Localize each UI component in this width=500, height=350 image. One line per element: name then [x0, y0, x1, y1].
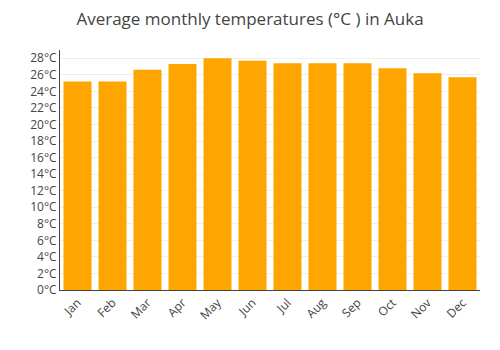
svg-text:6°C: 6°C	[37, 232, 57, 249]
svg-text:18°C: 18°C	[30, 132, 57, 149]
svg-text:2°C: 2°C	[37, 265, 57, 282]
svg-text:26°C: 26°C	[30, 66, 57, 83]
svg-text:8°C: 8°C	[37, 215, 57, 232]
svg-text:12°C: 12°C	[30, 182, 57, 199]
svg-text:20°C: 20°C	[30, 116, 57, 133]
svg-text:Mar: Mar	[127, 294, 155, 322]
svg-text:Jan: Jan	[60, 294, 85, 319]
svg-text:Jun: Jun	[234, 294, 259, 319]
svg-text:Jul: Jul	[272, 294, 294, 316]
svg-text:22°C: 22°C	[30, 99, 57, 116]
svg-text:Feb: Feb	[93, 294, 119, 320]
svg-text:4°C: 4°C	[37, 248, 57, 265]
svg-text:10°C: 10°C	[30, 198, 57, 215]
svg-text:May: May	[196, 294, 225, 323]
svg-text:Nov: Nov	[407, 294, 435, 322]
svg-text:0°C: 0°C	[37, 281, 57, 298]
svg-text:Oct: Oct	[374, 294, 400, 320]
svg-text:24°C: 24°C	[30, 83, 57, 100]
svg-text:28°C: 28°C	[30, 49, 57, 66]
svg-text:Average monthly temperatures (: Average monthly temperatures (°C ) in Au…	[76, 7, 423, 30]
svg-text:Sep: Sep	[338, 294, 365, 321]
svg-text:Apr: Apr	[164, 294, 190, 320]
svg-text:Dec: Dec	[443, 294, 470, 321]
svg-text:Aug: Aug	[302, 294, 330, 322]
svg-text:14°C: 14°C	[30, 165, 57, 182]
svg-text:16°C: 16°C	[30, 149, 57, 166]
